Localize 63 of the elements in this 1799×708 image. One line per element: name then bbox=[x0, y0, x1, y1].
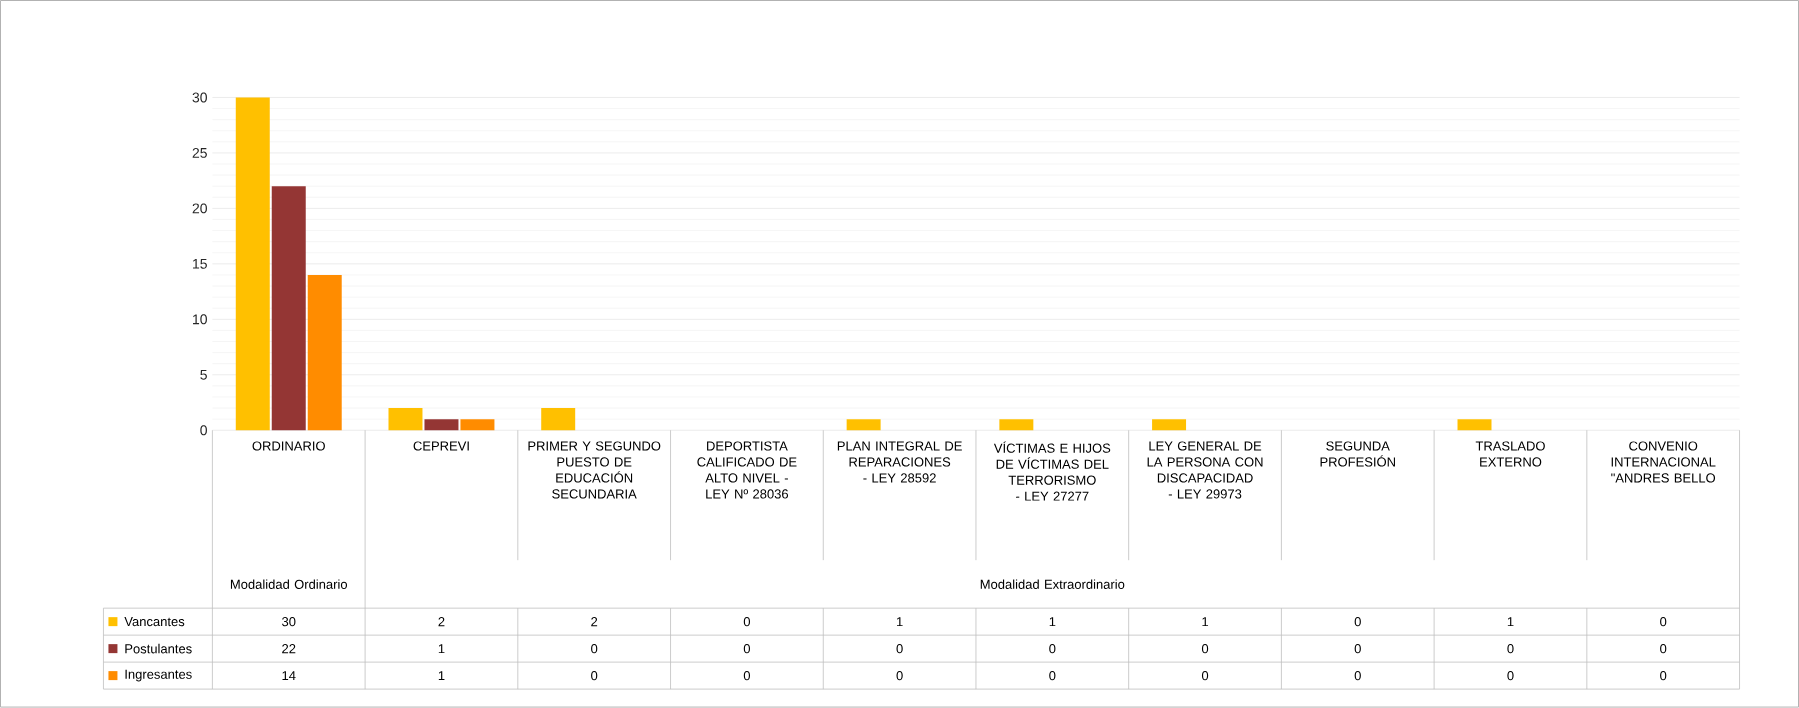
x-tick-label: VÍCTIMAS E HIJOS DE VÍCTIMAS DEL TERRORISMO - LEY 27277 bbox=[993, 441, 1111, 501]
y-tick-label: 25 bbox=[192, 148, 207, 159]
data-label: 22 bbox=[282, 644, 296, 654]
data-label: 0 bbox=[1507, 671, 1514, 681]
data-label: 1 bbox=[1049, 617, 1056, 627]
data-label: 0 bbox=[896, 671, 903, 681]
bar bbox=[271, 186, 306, 431]
y-tick-label: 0 bbox=[200, 425, 207, 436]
data-label: 0 bbox=[743, 671, 751, 681]
data-label: 0 bbox=[1354, 671, 1361, 681]
data-label: 0 bbox=[591, 671, 598, 681]
bar bbox=[541, 408, 576, 431]
y-tick-label: 10 bbox=[193, 314, 207, 325]
x-tick-label: LEY GENERAL DE LA PERSONA CON DISCAPACIDAD - LEY 29973 bbox=[1147, 441, 1263, 499]
data-label: 0 bbox=[1660, 644, 1667, 654]
data-label: 0 bbox=[1660, 671, 1667, 681]
data-label: 2 bbox=[591, 617, 598, 627]
data-label: 0 bbox=[1049, 644, 1056, 654]
y-tick-label: 15 bbox=[193, 259, 207, 269]
bar bbox=[1152, 419, 1187, 431]
text: Modalidad Ordinario bbox=[230, 579, 348, 590]
data-label: 1 bbox=[1202, 617, 1209, 627]
data-label: 0 bbox=[1354, 644, 1361, 654]
x-tick-label: DEPORTISTA CALIFICADO DE ALTO NIVEL - LEY Nº 28036 bbox=[697, 441, 797, 499]
y-tick-label: 5 bbox=[200, 370, 207, 380]
data-label: 0 bbox=[1201, 671, 1209, 681]
legend-label: Ingresantes bbox=[125, 670, 192, 682]
data-label: 1 bbox=[896, 617, 903, 627]
legend-label: Postulantes bbox=[125, 644, 192, 654]
x-tick-label: TRASLADO EXTERNO bbox=[1475, 441, 1545, 467]
bar bbox=[999, 419, 1034, 431]
data-label: 0 bbox=[896, 644, 903, 654]
text: Modalidad Extraordinario bbox=[980, 579, 1125, 590]
data-label: 1 bbox=[1507, 617, 1514, 627]
data-label: 0 bbox=[743, 644, 751, 654]
data-label: 1 bbox=[438, 644, 445, 654]
data-label: 0 bbox=[591, 644, 598, 654]
x-tick-label: ORDINARIO bbox=[252, 441, 325, 451]
bar bbox=[846, 419, 881, 431]
bar bbox=[388, 408, 423, 431]
x-tick-label: PLAN INTEGRAL DE REPARACIONES - LEY 28592 bbox=[837, 441, 962, 483]
bar bbox=[460, 419, 495, 431]
data-label: 14 bbox=[282, 671, 296, 681]
x-tick-label: CEPREVI bbox=[413, 441, 469, 451]
data-label: 0 bbox=[1201, 644, 1209, 654]
bar bbox=[307, 275, 342, 431]
y-tick-label: 20 bbox=[192, 203, 207, 214]
y-tick-label: 30 bbox=[192, 92, 207, 103]
legend-label: Vancantes bbox=[124, 617, 185, 627]
data-label: 2 bbox=[438, 617, 445, 627]
x-tick-label: CONVENIO INTERNACIONAL "ANDRES BELLO bbox=[1611, 441, 1716, 483]
data-label: 1 bbox=[438, 671, 445, 681]
data-label: 0 bbox=[1049, 671, 1056, 681]
bar bbox=[235, 97, 270, 431]
x-tick-label: SEGUNDA PROFESIÓN bbox=[1320, 441, 1395, 467]
bar bbox=[424, 419, 459, 431]
x-tick-label: PRIMER Y SEGUNDO PUESTO DE EDUCACIÓN SECUNDARIA bbox=[528, 441, 661, 499]
data-label: 0 bbox=[1660, 617, 1667, 627]
data-label: 0 bbox=[1354, 617, 1361, 627]
data-label: 0 bbox=[1507, 644, 1514, 654]
bar bbox=[1457, 419, 1492, 431]
data-label: 0 bbox=[743, 617, 751, 627]
data-label: 30 bbox=[282, 617, 296, 627]
